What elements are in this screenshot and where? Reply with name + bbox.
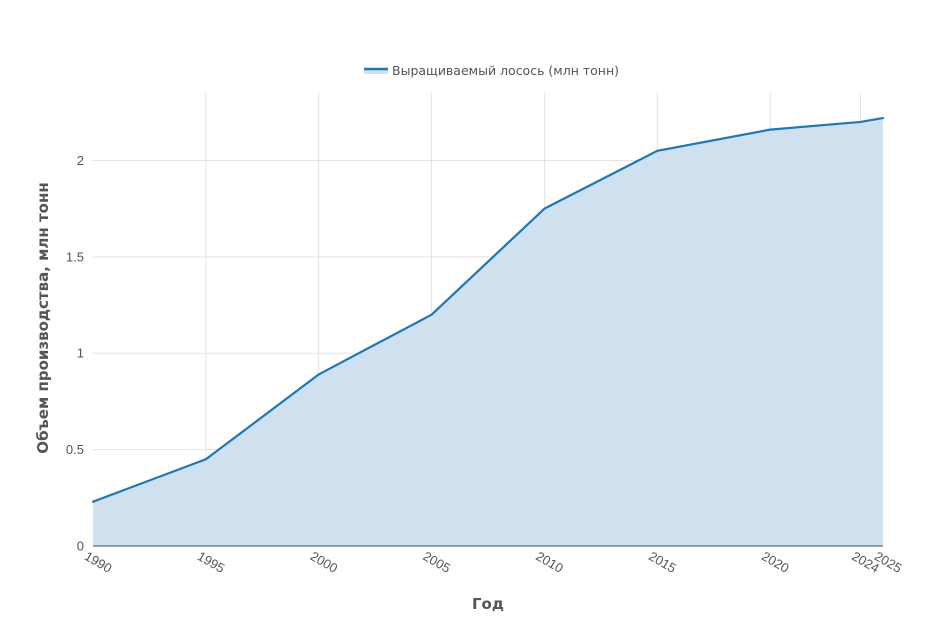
x-tick-label-2005: 2005 [421, 548, 454, 575]
y-tick-label-1.5: 1.5 [66, 249, 84, 264]
x-axis-title: Год [472, 595, 504, 613]
data-point-2020[interactable] [767, 127, 773, 133]
y-tick-label-2: 2 [77, 153, 84, 168]
legend-swatch-fill [364, 70, 388, 74]
data-point-2025[interactable] [880, 115, 886, 121]
x-tick-label-2000: 2000 [308, 548, 341, 575]
area-series [90, 115, 886, 546]
legend[interactable]: Выращиваемый лосось (млн тонн) [364, 63, 619, 78]
data-point-1995[interactable] [203, 456, 209, 462]
x-tick-label-1995: 1995 [195, 548, 228, 575]
data-point-2000[interactable] [316, 371, 322, 377]
x-tick-label-2020: 2020 [759, 548, 792, 575]
x-tick-label-1990: 1990 [82, 548, 115, 575]
y-axis-title: Объем производства, млн тонн [34, 182, 52, 453]
series-line-0 [91, 116, 885, 503]
x-tick-label-2015: 2015 [646, 548, 679, 575]
data-point-2010[interactable] [541, 206, 547, 212]
axes: 0 0.5 1 1.5 2 1990 1995 2000 2005 2010 2015 2020 202… [66, 153, 905, 576]
y-tick-label-0: 0 [77, 539, 84, 554]
x-tick-label-2010: 2010 [533, 548, 566, 575]
area-fill-series-0 [93, 118, 883, 546]
data-point-2005[interactable] [429, 312, 435, 318]
data-point-2015[interactable] [654, 148, 660, 154]
data-point-2024[interactable] [857, 119, 863, 125]
x-tick-label-2025: 2025 [872, 548, 905, 575]
legend-label: Выращиваемый лосось (млн тонн) [392, 63, 619, 78]
y-tick-label-1: 1 [77, 346, 84, 361]
data-point-1990[interactable] [90, 499, 96, 505]
y-tick-label-0.5: 0.5 [66, 442, 84, 457]
